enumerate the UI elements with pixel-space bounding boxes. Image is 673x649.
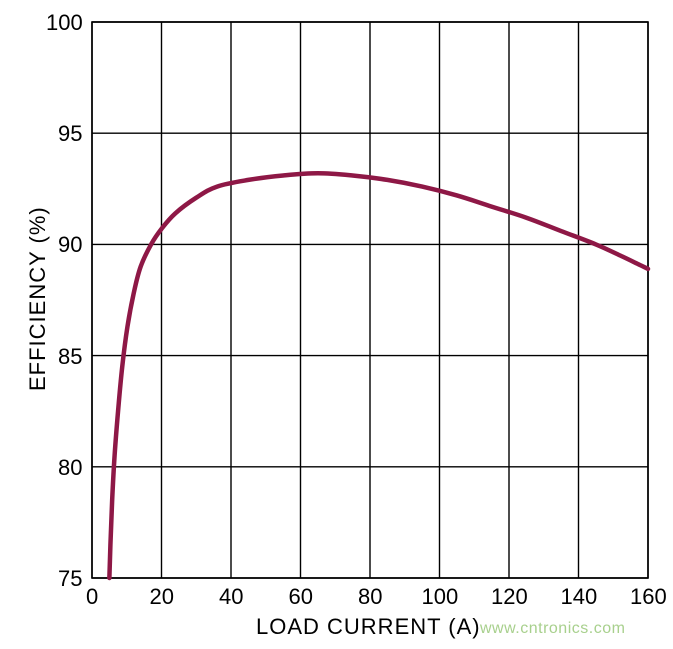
x-axis-label: LOAD CURRENT (A) <box>256 614 481 640</box>
y-tick-label: 90 <box>58 232 82 258</box>
chart-container: EFFICIENCY (%) LOAD CURRENT (A) www.cntr… <box>0 0 673 649</box>
efficiency-chart <box>0 0 673 649</box>
y-axis-label: EFFICIENCY (%) <box>25 211 51 391</box>
y-tick-label: 95 <box>58 121 82 147</box>
x-tick-label: 140 <box>561 584 598 610</box>
x-tick-label: 40 <box>219 584 243 610</box>
x-tick-label: 0 <box>86 584 98 610</box>
x-tick-label: 60 <box>289 584 313 610</box>
x-tick-label: 20 <box>150 584 174 610</box>
x-tick-label: 80 <box>358 584 382 610</box>
y-tick-label: 100 <box>46 10 83 36</box>
y-tick-label: 80 <box>58 455 82 481</box>
x-tick-label: 160 <box>630 584 667 610</box>
x-tick-label: 120 <box>491 584 528 610</box>
watermark-text: www.cntronics.com <box>480 620 625 638</box>
y-tick-label: 75 <box>58 566 82 592</box>
y-tick-label: 85 <box>58 344 82 370</box>
x-tick-label: 100 <box>422 584 459 610</box>
